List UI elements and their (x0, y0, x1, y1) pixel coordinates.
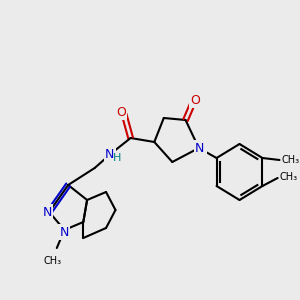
Text: N: N (195, 142, 204, 154)
Text: H: H (113, 153, 122, 163)
Text: CH₃: CH₃ (280, 172, 298, 182)
Text: O: O (190, 94, 200, 106)
Text: O: O (116, 106, 126, 118)
Text: N: N (60, 226, 69, 238)
Text: N: N (105, 148, 115, 160)
Text: CH₃: CH₃ (281, 155, 299, 165)
Text: CH₃: CH₃ (43, 256, 61, 266)
Text: N: N (196, 142, 206, 154)
Text: N: N (43, 206, 52, 218)
